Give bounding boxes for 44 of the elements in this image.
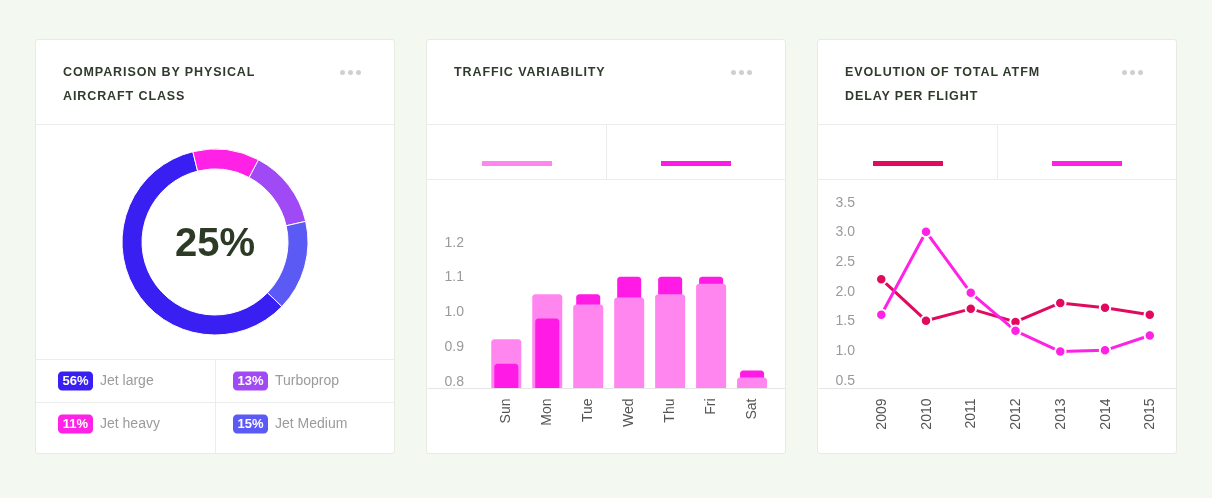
x-tick-label: 2011 [962,398,979,429]
point [919,314,933,327]
chart-title: EVOLUTION OF TOTAL ATFM DELAY PER FLIGHT [845,64,1041,105]
y-tick-label: 3.0 [835,223,856,240]
y-tick-label: 1.2 [444,233,465,250]
y-tick-label: 2.5 [835,252,856,269]
point [1098,344,1112,357]
x-tick-label: Fri [702,398,719,415]
x-tick-label: 2010 [917,398,934,430]
x-tick-label: Sun [497,398,514,424]
x-tick-label: Tue [579,398,596,423]
x-tick-label: 2012 [1007,398,1024,430]
x-tick-label: Wed [620,398,637,428]
y-tick-label: 1.0 [444,303,465,320]
legend-label: Jet large [100,372,154,388]
x-tick-label: 2013 [1051,398,1068,430]
x-tick-label: 2009 [872,398,889,430]
data-label: 11% [62,416,89,431]
x-tick-label: 2014 [1096,398,1113,430]
y-tick-label: 2.0 [835,282,856,299]
y-tick-label: 1.5 [835,312,856,329]
x-tick-label: Mon [538,398,555,426]
y-tick-label: 3.5 [835,193,856,210]
point [964,286,978,300]
y-tick-label: 1.1 [444,268,465,285]
data-label: 13% [237,373,264,388]
x-tick-label: 2015 [1141,398,1158,430]
x-tick-label: Thu [661,398,678,423]
data-label: 56% [62,373,89,388]
y-tick-label: 0.5 [835,371,856,388]
y-tick-label: 1.0 [835,341,856,358]
chart-title: COMPARISON BY PHYSICAL AIRCRAFT CLASS [63,64,257,105]
legend-label: Jet Medium [275,415,348,431]
y-tick-label: 0.8 [444,372,465,389]
x-tick-label: Sat [743,398,760,420]
text: 25% [174,220,256,264]
chart-title: TRAFFIC VARIABILITY [454,64,607,81]
legend-label: Turboprop [275,372,340,388]
y-tick-label: 0.9 [444,337,465,354]
legend-label: Jet heavy [100,415,160,431]
point [1098,301,1112,314]
point [1054,296,1067,310]
point [919,225,933,238]
data-label: 15% [237,416,264,431]
